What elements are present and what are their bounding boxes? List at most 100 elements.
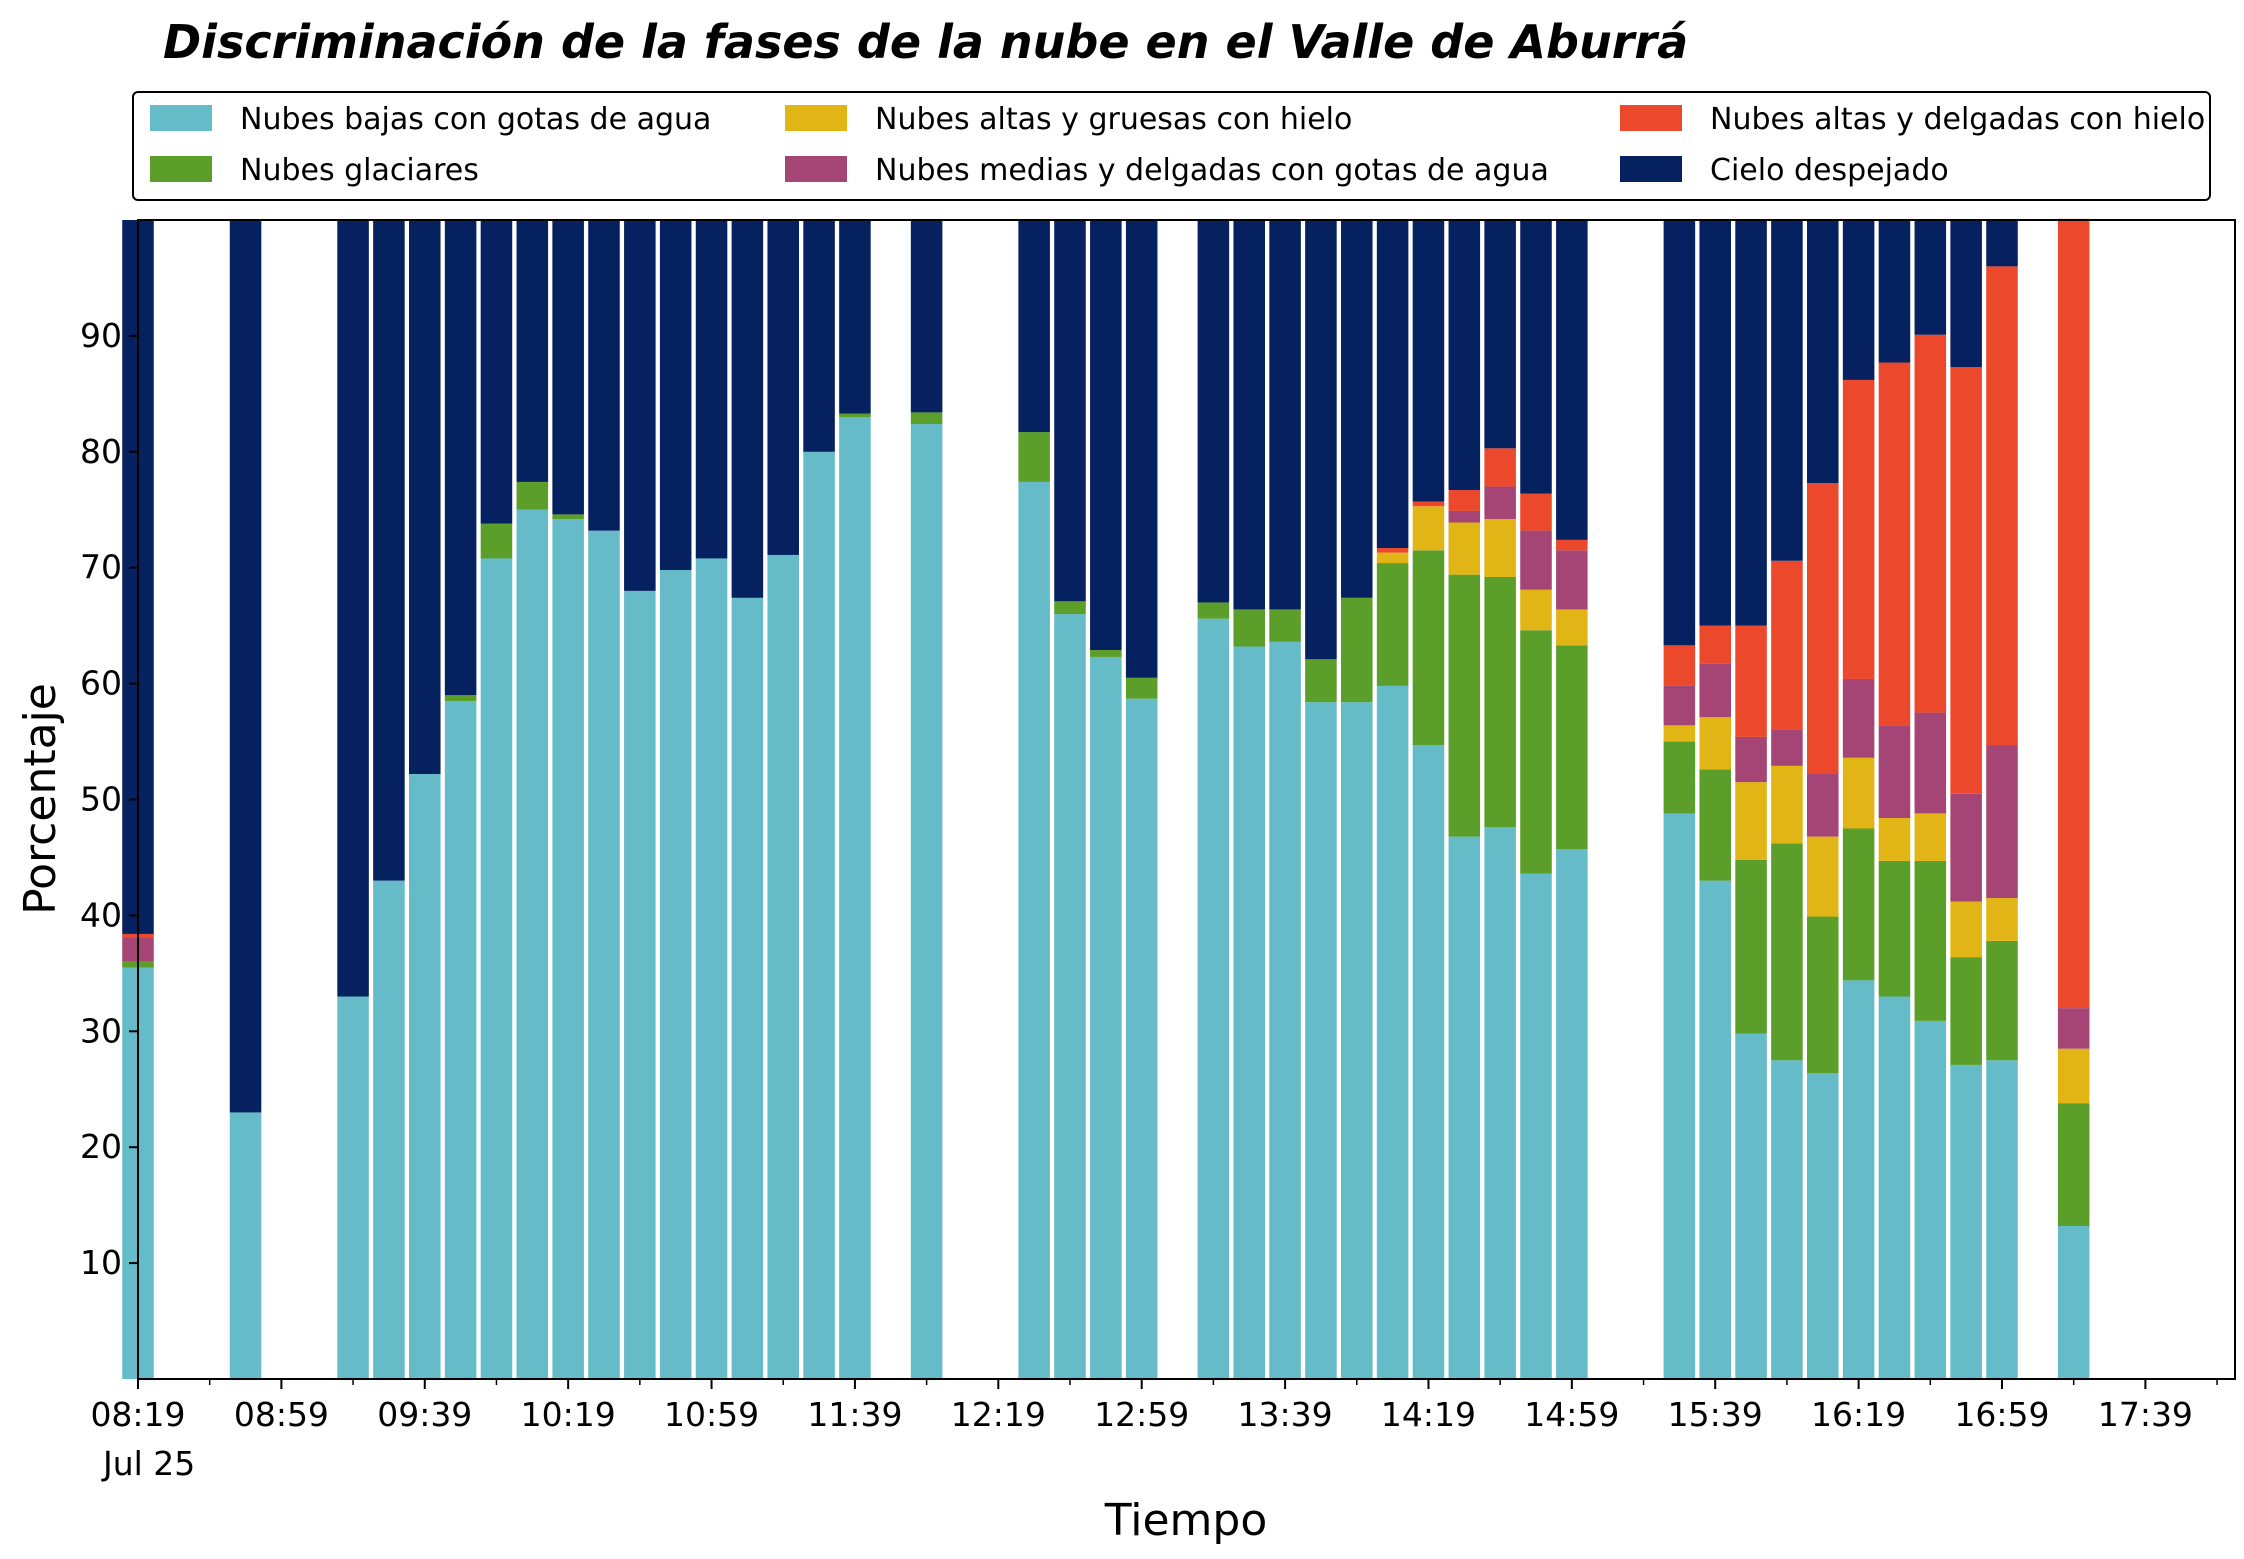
bar-segment: [1018, 481, 1050, 1379]
x-tick-label: 14:19: [1381, 1395, 1476, 1434]
bar-segment: [1305, 702, 1337, 1379]
bar-segment: [1448, 574, 1481, 837]
bar-segment: [1054, 614, 1086, 1379]
y-tick-label: 40: [80, 895, 122, 934]
y-axis-label: Porcentaje: [15, 683, 66, 915]
bar-segment: [1807, 916, 1839, 1074]
bar-segment: [1663, 645, 1696, 686]
bar-segment: [695, 220, 728, 559]
x-axis: 08:19 08:59 09:39 10:19 10:59 11:39 12:19 12:59…: [90, 1379, 2218, 1434]
bar-segment: [839, 417, 871, 1379]
bar-segment: [588, 220, 620, 531]
bar-segment: [1197, 220, 1230, 603]
bar-segment: [1520, 589, 1552, 631]
bar-segment: [444, 220, 477, 696]
bar-segment: [2057, 1226, 2090, 1379]
x-tick-label: 08:19: [90, 1395, 185, 1434]
bar-segment: [1269, 220, 1301, 610]
legend-label: Cielo despejado: [1710, 153, 1949, 188]
bar-segment: [659, 570, 692, 1379]
x-tick-label: 16:19: [1811, 1395, 1906, 1434]
y-tick-label: 60: [80, 664, 122, 703]
bar-segment: [1771, 220, 1803, 561]
legend-swatch: [785, 156, 847, 182]
bar-segment: [1807, 483, 1839, 774]
bar-segment: [1018, 432, 1050, 482]
bar-segment: [480, 220, 513, 524]
bar-segment: [1376, 563, 1409, 686]
bar-segment: [1412, 220, 1445, 502]
legend-label: Nubes glaciares: [240, 153, 479, 188]
bar-segment: [2057, 1008, 2090, 1049]
bar-segment: [624, 590, 656, 1379]
bar-segment: [1950, 220, 1982, 368]
bar-segment: [2057, 218, 2090, 1009]
bar-segment: [1950, 901, 1982, 958]
y-tick-label: 70: [80, 548, 122, 587]
bar-segment: [588, 530, 620, 1379]
bar-segment: [1986, 266, 2018, 746]
bar-segment: [1842, 757, 1875, 829]
bar-segment: [1878, 220, 1911, 363]
bar-segment: [1520, 220, 1552, 494]
bar-segment: [552, 519, 584, 1379]
x-tick-label: 10:59: [664, 1395, 759, 1434]
legend: Nubes bajas con gotas de agua Nubes glaci…: [132, 91, 2211, 201]
bar-segment: [1950, 957, 1982, 1065]
bar-segment: [1878, 818, 1911, 861]
bar-segment: [1699, 769, 1731, 881]
bar-segment: [229, 220, 262, 1113]
bar-segment: [1663, 685, 1696, 726]
x-tick-label: 17:39: [2098, 1395, 2193, 1434]
bar-segment: [1197, 618, 1230, 1379]
bar-segment: [1448, 510, 1481, 523]
bar-segment: [444, 700, 477, 1379]
bar-segment: [1556, 539, 1588, 551]
bar-segment: [1771, 843, 1803, 1061]
legend-swatch: [150, 156, 212, 182]
bar-segment: [1950, 367, 1982, 794]
bar-segment: [409, 774, 441, 1379]
bar-segment: [1986, 745, 2018, 899]
x-tick-label: 11:39: [807, 1395, 902, 1434]
bar-segment: [1699, 663, 1731, 718]
bar-segment: [1054, 601, 1086, 615]
bar-segment: [1699, 220, 1731, 626]
x-tick-label: 15:39: [1668, 1395, 1763, 1434]
x-tick-label: 12:59: [1094, 1395, 1189, 1434]
x-tick-label: 14:59: [1524, 1395, 1619, 1434]
bar-segment: [1807, 220, 1839, 484]
legend-label: Nubes altas y gruesas con hielo: [875, 102, 1352, 137]
bar-segment: [1807, 836, 1839, 917]
y-axis: 10 20 30 40 50 60 70 80 90: [80, 316, 138, 1282]
bar-segment: [1986, 1060, 2018, 1379]
y-tick-label: 30: [80, 1011, 122, 1050]
bar-segment: [1986, 940, 2018, 1061]
legend-label: Nubes medias y delgadas con gotas de agu…: [875, 153, 1549, 188]
bar-segment: [1771, 1060, 1803, 1379]
bar-segment: [1090, 220, 1122, 650]
bar-segment: [1699, 625, 1731, 664]
bar-segment: [1484, 448, 1516, 487]
bar-segment: [659, 220, 692, 571]
x-tick-label: 09:39: [377, 1395, 472, 1434]
bar-segment: [1233, 220, 1265, 610]
y-tick-label: 10: [80, 1243, 122, 1282]
bar-segment: [1484, 486, 1516, 520]
bar-segment: [1878, 996, 1911, 1379]
bar-segment: [1556, 220, 1588, 540]
bar-segment: [1914, 1020, 1947, 1379]
legend-swatch: [1620, 105, 1682, 131]
legend-swatch: [1620, 156, 1682, 182]
bar-segment: [1735, 625, 1767, 737]
bar-segment: [731, 597, 764, 1379]
bar-segment: [1842, 980, 1875, 1379]
bar-segment: [337, 996, 369, 1379]
bar-segment: [1735, 782, 1767, 860]
bar-segment: [1914, 860, 1947, 1021]
bar-segment: [1090, 656, 1122, 1379]
bar-segment: [1125, 677, 1158, 699]
bar-segment: [803, 220, 835, 452]
bar-segment: [516, 509, 549, 1379]
